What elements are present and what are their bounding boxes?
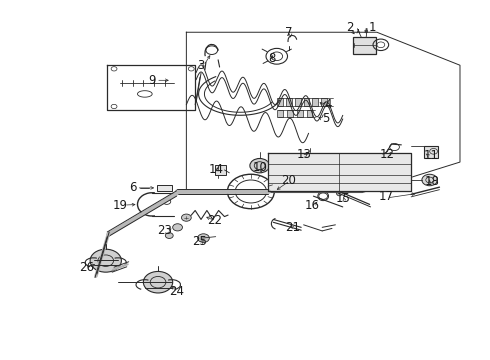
Bar xyxy=(277,111,283,117)
Bar xyxy=(295,98,301,106)
Text: 21: 21 xyxy=(285,221,300,234)
Text: 11: 11 xyxy=(423,149,438,162)
Circle shape xyxy=(172,224,182,231)
Text: 16: 16 xyxy=(305,199,320,212)
Text: 14: 14 xyxy=(208,163,223,176)
Circle shape xyxy=(403,154,409,159)
Text: 8: 8 xyxy=(268,51,275,64)
Circle shape xyxy=(270,154,276,159)
Circle shape xyxy=(197,234,209,242)
Text: 25: 25 xyxy=(193,235,207,248)
Text: 18: 18 xyxy=(424,175,439,188)
Text: 7: 7 xyxy=(285,26,293,39)
Bar xyxy=(215,165,226,175)
Bar xyxy=(304,98,310,106)
Text: 20: 20 xyxy=(282,174,296,186)
Circle shape xyxy=(270,186,276,190)
Text: 3: 3 xyxy=(197,59,205,72)
Bar xyxy=(287,111,293,117)
Polygon shape xyxy=(269,153,411,192)
Text: 2: 2 xyxy=(346,21,354,34)
Circle shape xyxy=(90,249,122,272)
Text: 19: 19 xyxy=(113,199,128,212)
Circle shape xyxy=(181,214,191,221)
Bar xyxy=(353,37,376,54)
Text: 9: 9 xyxy=(148,74,156,87)
Bar xyxy=(424,146,438,158)
Bar xyxy=(313,98,318,106)
Text: 5: 5 xyxy=(322,112,329,125)
Circle shape xyxy=(165,233,173,238)
Bar xyxy=(157,185,172,191)
Text: 1: 1 xyxy=(368,21,376,34)
Text: 17: 17 xyxy=(378,190,393,203)
Text: 6: 6 xyxy=(129,181,136,194)
Circle shape xyxy=(422,174,438,186)
Text: 10: 10 xyxy=(252,161,267,174)
Bar xyxy=(321,98,327,106)
Text: 22: 22 xyxy=(207,214,222,227)
Text: 4: 4 xyxy=(324,98,332,111)
Bar xyxy=(286,98,292,106)
Text: 15: 15 xyxy=(335,192,350,205)
Text: 12: 12 xyxy=(379,148,394,161)
Circle shape xyxy=(144,271,172,293)
Bar xyxy=(297,111,303,117)
Text: 26: 26 xyxy=(79,261,94,274)
Text: 13: 13 xyxy=(296,148,311,161)
Circle shape xyxy=(250,158,270,173)
Circle shape xyxy=(403,186,409,190)
Bar xyxy=(307,111,313,117)
Text: 23: 23 xyxy=(157,224,172,237)
Text: 24: 24 xyxy=(169,285,184,298)
Bar xyxy=(277,98,283,106)
